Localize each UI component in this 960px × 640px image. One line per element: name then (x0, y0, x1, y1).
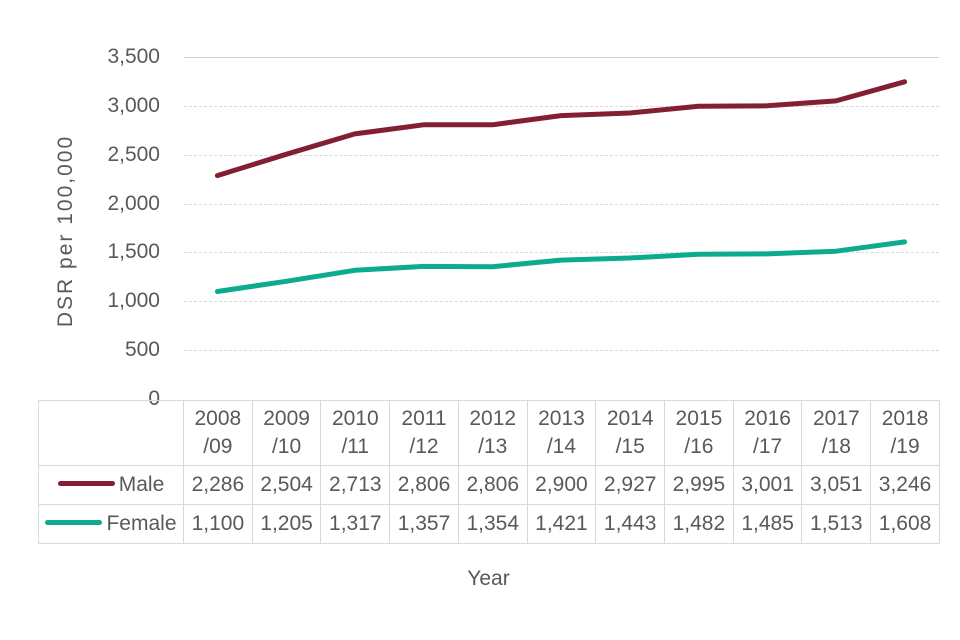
year-header-line1: 2014 (606, 407, 654, 430)
year-header-line2: /15 (615, 435, 645, 458)
value-cell: 2,995 (664, 465, 734, 505)
year-header-cell: 2014/15 (595, 400, 666, 466)
year-header-line1: 2015 (675, 407, 723, 430)
year-header-line2: /12 (409, 435, 439, 458)
value-cell: 2,713 (320, 465, 391, 505)
year-header-line1: 2016 (744, 407, 791, 430)
year-header-cell: 2017/18 (801, 400, 872, 466)
y-axis-tick-label: 500 (124, 338, 160, 362)
value-cell: 1,100 (183, 504, 253, 544)
value-cell: 2,806 (389, 465, 459, 505)
value-cell: 1,513 (801, 504, 872, 544)
y-axis-tick-label: 1,000 (107, 289, 160, 313)
female-table-row: Female 1,100 1,205 1,317 1,357 1,354 1,421 1,44… (38, 504, 940, 544)
year-header-line1: 2008 (194, 407, 242, 430)
year-header-cell: 2013/14 (526, 400, 597, 466)
value-cell: 1,485 (732, 504, 803, 544)
gridline (184, 57, 939, 58)
y-axis-tick-label: 3,000 (107, 93, 160, 117)
value-cell: 2,286 (183, 465, 253, 505)
female-series-swatch (45, 519, 103, 525)
year-header-line1: 2017 (812, 407, 860, 430)
year-header-cell: 2011/12 (389, 400, 459, 466)
value-cell: 3,246 (870, 465, 940, 505)
value-cell: 3,051 (801, 465, 872, 505)
year-header-cell: 2008/09 (183, 400, 253, 466)
gridline (184, 106, 939, 107)
value-cell: 1,443 (595, 504, 666, 544)
y-axis-tick-label: 2,000 (107, 191, 160, 215)
year-header-line2: /16 (684, 435, 714, 458)
year-header-line2: /19 (890, 435, 920, 458)
value-cell: 1,317 (320, 504, 391, 544)
x-axis-title: Year (467, 567, 510, 590)
male-table-row: Male 2,286 2,504 2,713 2,806 2,806 2,900 2,927 2… (38, 465, 940, 505)
gridline (184, 350, 939, 351)
female-legend-cell: Female (38, 504, 184, 544)
year-header-cell: 2016/17 (732, 400, 803, 466)
value-cell: 1,354 (457, 504, 528, 544)
series-name-label: Female (106, 512, 177, 535)
value-cell: 3,001 (732, 465, 803, 505)
gridline (184, 155, 939, 156)
value-cell: 2,504 (251, 465, 322, 505)
year-header-line2: /18 (821, 435, 851, 458)
value-cell: 2,927 (595, 465, 666, 505)
year-header-line1: 2011 (401, 407, 447, 430)
male-legend-cell: Male (38, 465, 184, 505)
year-header-line2: /14 (546, 435, 577, 458)
year-header-cell: 2010/11 (320, 400, 391, 466)
male-series-swatch (57, 480, 115, 486)
year-header-line1: 2013 (538, 407, 585, 430)
year-header-line1: 2018 (881, 407, 929, 430)
female-series-line (214, 239, 908, 294)
y-axis-tick-label: 1,500 (107, 240, 160, 264)
series-name-label: Male (118, 473, 165, 496)
y-axis-tick-label: 3,500 (107, 45, 160, 68)
gridline (184, 252, 939, 253)
year-header-line2: /10 (271, 435, 302, 458)
year-header-line2: /11 (341, 435, 370, 458)
y-axis-tick-label: 0 (148, 387, 160, 410)
table-header-row: 2008/09 2009/10 2010/11 2011/12 2012/13 2013/… (38, 400, 940, 466)
year-header-line1: 2010 (331, 407, 379, 430)
year-header-cell: 2009/10 (251, 400, 322, 466)
year-header-line2: /13 (478, 435, 508, 458)
year-header-line2: /09 (203, 435, 233, 458)
data-table: 2008/09 2009/10 2010/11 2011/12 2012/13 2013/… (38, 400, 940, 544)
year-header-line1: 2012 (469, 407, 517, 430)
gridline (184, 301, 939, 302)
year-header-line2: /17 (753, 435, 783, 458)
legend-corner-cell (38, 400, 184, 466)
value-cell: 1,421 (526, 504, 597, 544)
value-cell: 2,806 (457, 465, 528, 505)
value-cell: 1,357 (389, 504, 459, 544)
value-cell: 1,205 (251, 504, 322, 544)
year-header-line1: 2009 (263, 407, 310, 430)
y-axis-tick-label: 2,500 (107, 142, 160, 166)
value-cell: 1,482 (664, 504, 734, 544)
value-cell: 2,900 (526, 465, 597, 505)
male-series-line (214, 79, 908, 179)
year-header-cell: 2012/13 (457, 400, 528, 466)
gridline (184, 204, 939, 205)
value-cell: 1,608 (870, 504, 940, 544)
year-header-cell: 2018/19 (870, 400, 940, 466)
year-header-cell: 2015/16 (664, 400, 734, 466)
